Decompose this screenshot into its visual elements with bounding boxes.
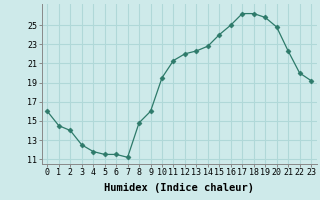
X-axis label: Humidex (Indice chaleur): Humidex (Indice chaleur) bbox=[104, 183, 254, 193]
